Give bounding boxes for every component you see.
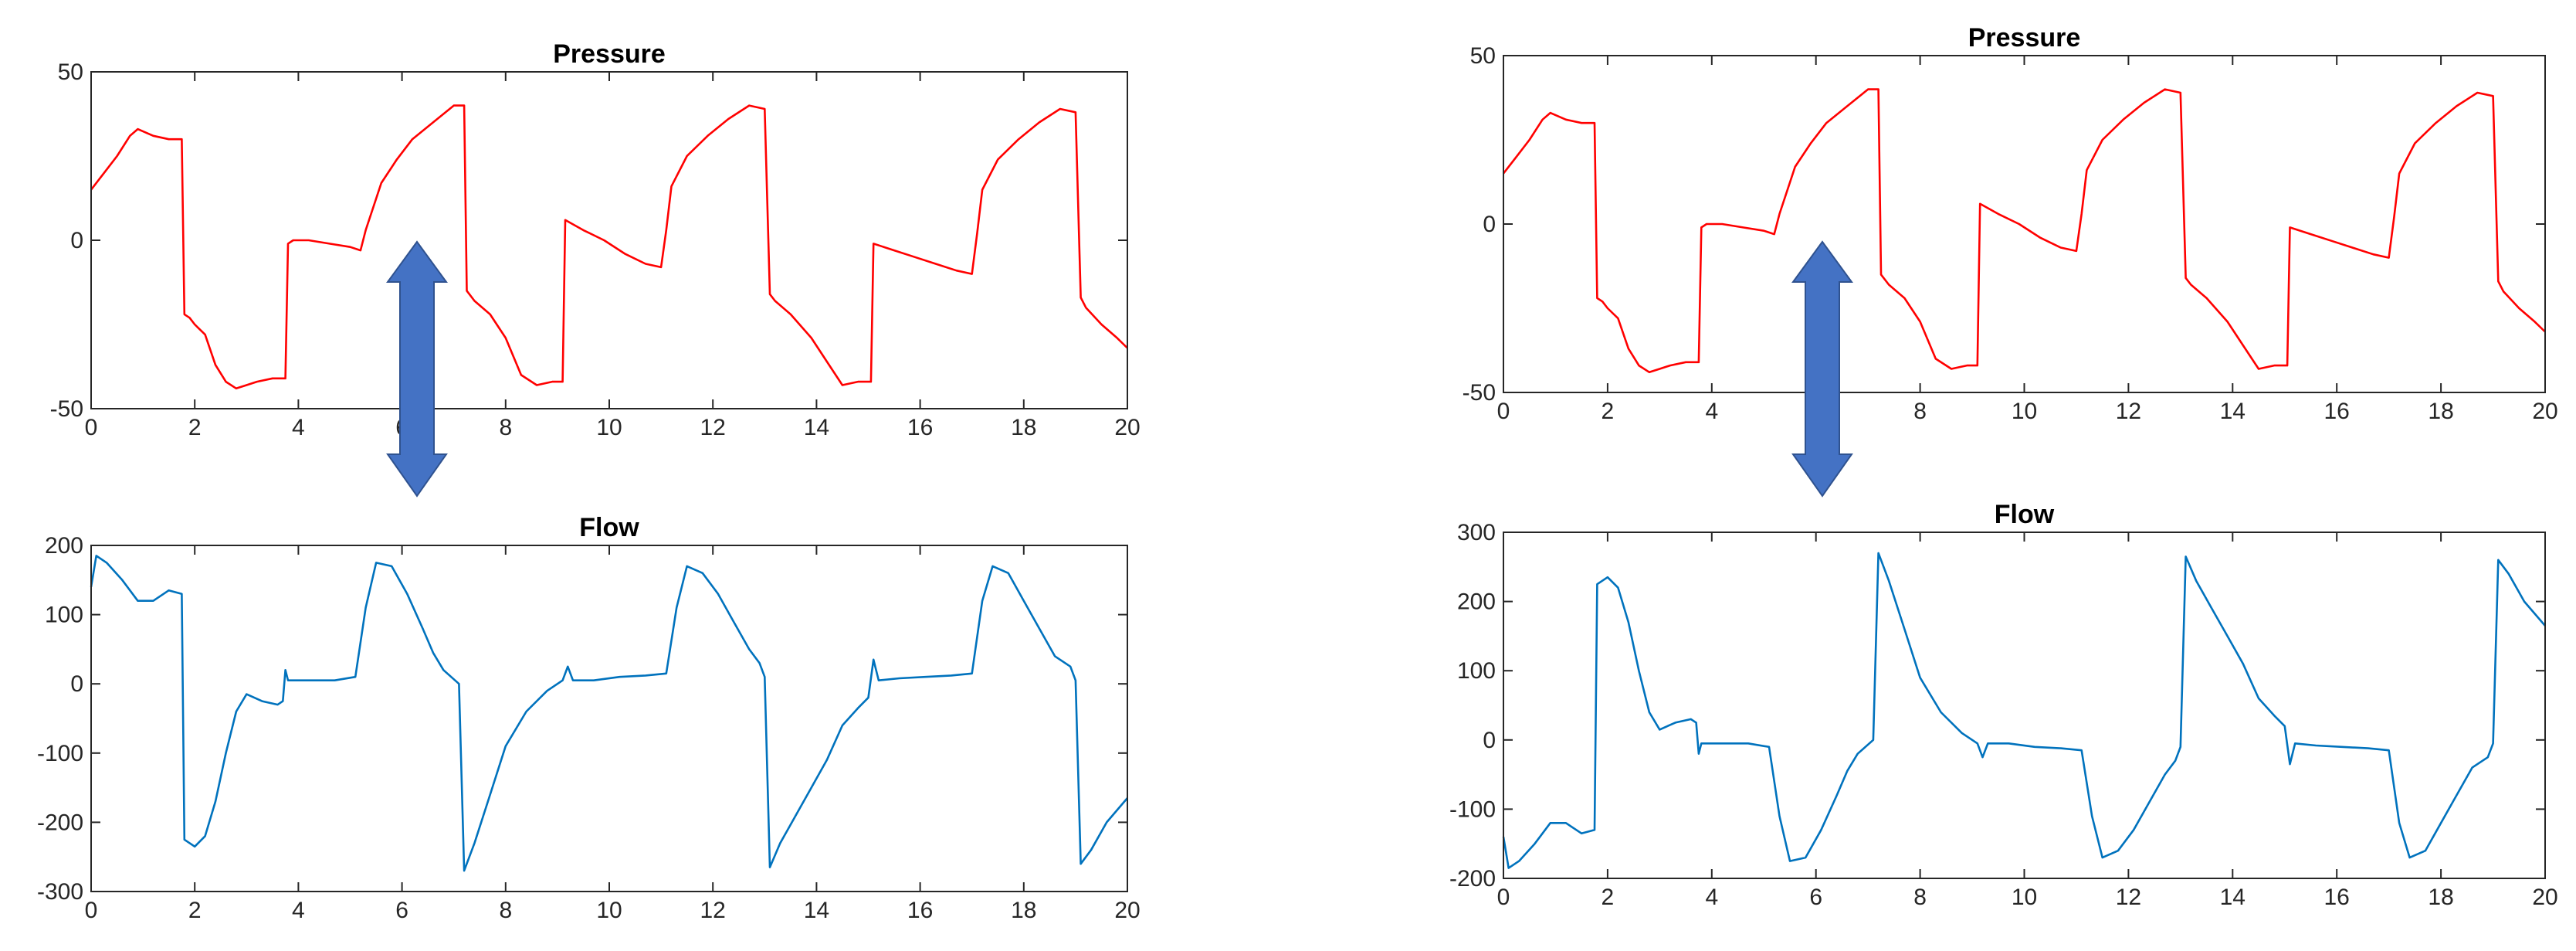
right-pressure-xtick-label: 16	[2324, 399, 2350, 424]
left-pressure-xtick-label: 0	[85, 415, 98, 440]
left-pressure-xtick-label: 10	[596, 415, 622, 440]
right-flow-ytick-label: 200	[1457, 589, 1496, 615]
right-flow-title: Flow	[1995, 500, 2055, 529]
right-pressure-xtick-label: 20	[2532, 399, 2557, 424]
right-pressure-ytick-label: 0	[1483, 212, 1496, 237]
right-flow-xtick-label: 4	[1705, 885, 1718, 910]
right-pressure-ytick-label: -50	[1463, 380, 1496, 406]
right-pressure-xtick-label: 10	[2012, 399, 2037, 424]
right-pressure-xtick-label: 8	[1913, 399, 1927, 424]
left-pressure-series-line	[90, 104, 1128, 390]
right-flow-ytick-label: 300	[1457, 520, 1496, 545]
right-flow-xtick-label: 8	[1913, 885, 1927, 910]
left-pressure-ytick-label: -50	[50, 396, 83, 422]
left-flow-chart: 0 2 4 6 8 10 12 14 16 18 20 -300 -200 -100 0 100 200 Flow	[37, 513, 1141, 923]
left-pressure-xtick-label: 8	[499, 415, 512, 440]
left-flow-xtick-label: 2	[188, 898, 202, 923]
left-flow-xtick-label: 0	[85, 898, 98, 923]
right-flow-xtick-label: 6	[1809, 885, 1822, 910]
left-flow-ytick-label: -200	[37, 810, 83, 835]
right-double-arrow	[1791, 240, 1853, 498]
right-flow-xtick-label: 0	[1497, 885, 1510, 910]
left-flow-plot-area	[91, 545, 1127, 892]
right-flow-xtick-label: 20	[2532, 885, 2557, 910]
left-pressure-xtick-label: 2	[188, 415, 202, 440]
left-flow-series-line	[90, 555, 1128, 872]
left-flow-ytick-label: 100	[45, 603, 83, 628]
right-flow-xtick-label: 16	[2324, 885, 2350, 910]
left-flow-ytick-label: -300	[37, 879, 83, 905]
left-flow-xtick-label: 8	[499, 898, 512, 923]
left-pressure-xtick-label: 4	[292, 415, 305, 440]
right-pressure-plot-area	[1503, 56, 2545, 392]
right-flow-series-line	[1502, 552, 2546, 869]
left-pressure-ytick-label: 50	[58, 59, 83, 85]
left-flow-xtick-label: 14	[804, 898, 829, 923]
left-flow-xtick-label: 18	[1011, 898, 1036, 923]
right-pressure-ytick-label: 50	[1470, 43, 1496, 69]
right-flow-xtick-label: 10	[2012, 885, 2037, 910]
right-flow-chart: 0 2 4 6 8 10 12 14 16 18 20 -200 -100 0 100 200 300 Flow	[1449, 500, 2558, 910]
left-pressure-xtick-label: 16	[907, 415, 933, 440]
right-pressure-series-line	[1502, 88, 2546, 374]
left-pressure-xtick-label: 20	[1114, 415, 1140, 440]
right-flow-ytick-label: 0	[1483, 728, 1496, 753]
right-flow-xtick-label: 18	[2428, 885, 2453, 910]
left-pressure-title: Pressure	[553, 39, 666, 69]
left-flow-title: Flow	[579, 513, 639, 542]
left-pressure-ytick-label: 0	[70, 228, 83, 253]
right-flow-ytick-label: -200	[1449, 866, 1496, 892]
right-pressure-xtick-label: 2	[1602, 399, 1615, 424]
right-flow-xtick-label: 12	[2116, 885, 2141, 910]
left-flow-ytick-label: -100	[37, 741, 83, 766]
left-flow-ytick-label: 200	[45, 533, 83, 559]
right-pressure-xtick-label: 14	[2220, 399, 2246, 424]
left-pressure-xtick-label: 12	[700, 415, 726, 440]
left-flow-xtick-label: 4	[292, 898, 305, 923]
left-flow-xtick-label: 20	[1114, 898, 1140, 923]
left-pressure-xtick-label: 14	[804, 415, 829, 440]
right-pressure-xtick-label: 4	[1705, 399, 1718, 424]
right-flow-xtick-label: 14	[2220, 885, 2246, 910]
right-pressure-xtick-label: 0	[1497, 399, 1510, 424]
left-flow-xtick-label: 10	[596, 898, 622, 923]
left-pressure-xtick-label: 18	[1011, 415, 1036, 440]
right-flow-xtick-label: 2	[1602, 885, 1615, 910]
right-flow-plot-area	[1503, 532, 2545, 878]
right-double-arrow-shape	[1791, 240, 1853, 498]
left-flow-ytick-label: 0	[70, 671, 83, 697]
left-flow-xtick-label: 6	[395, 898, 408, 923]
right-pressure-xtick-label: 12	[2116, 399, 2141, 424]
left-pressure-plot-area	[91, 72, 1127, 409]
right-pressure-xtick-label: 18	[2428, 399, 2453, 424]
left-double-arrow	[386, 240, 448, 498]
left-double-arrow-shape	[386, 240, 448, 498]
right-flow-ytick-label: 100	[1457, 658, 1496, 684]
right-flow-ytick-label: -100	[1449, 796, 1496, 822]
left-flow-xtick-label: 12	[700, 898, 726, 923]
left-flow-xtick-label: 16	[907, 898, 933, 923]
right-pressure-title: Pressure	[1968, 23, 2081, 53]
